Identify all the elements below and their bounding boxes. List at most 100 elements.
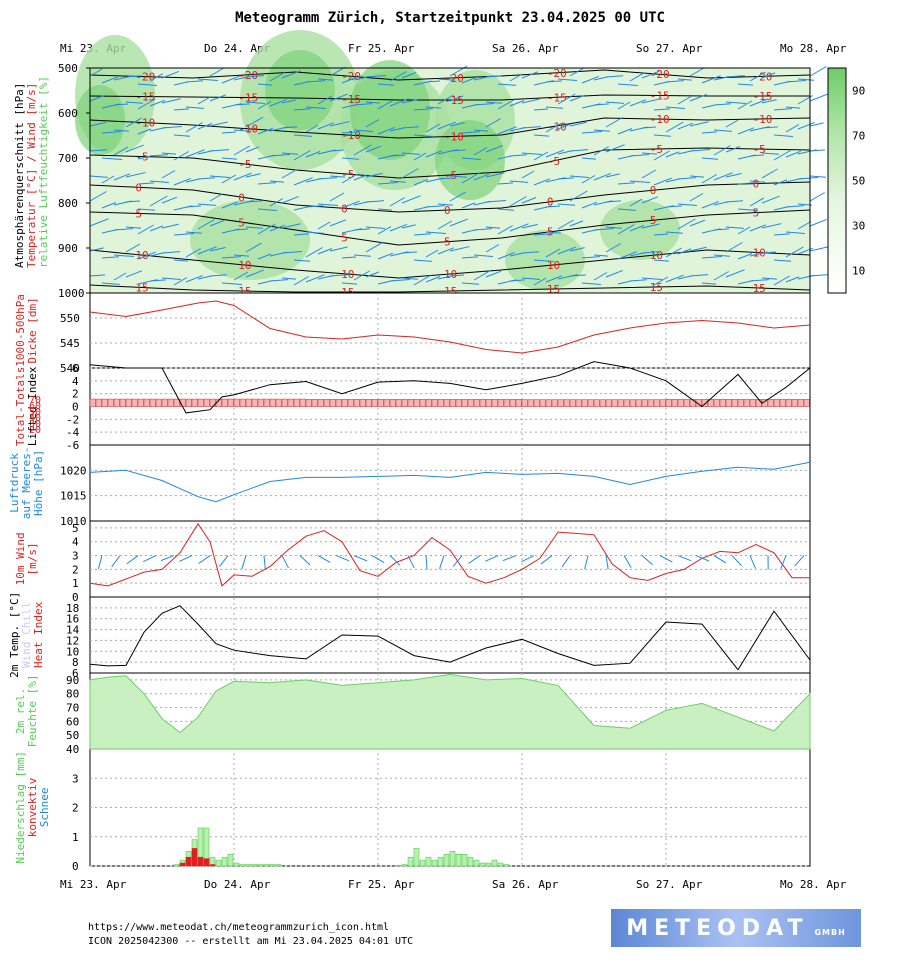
meteodat-logo[interactable]: METEODAT GMBH — [611, 909, 861, 947]
wind-arrow — [773, 275, 790, 286]
wind-arrow — [461, 76, 478, 84]
wind-arrow — [137, 224, 154, 235]
total-totals-bar — [335, 399, 342, 407]
wind-arrow — [365, 101, 380, 104]
wind-arrow — [677, 96, 692, 105]
wind-arrow — [197, 123, 213, 130]
total-totals-bar — [539, 399, 546, 407]
total-totals-bar — [323, 399, 330, 407]
wind-arrow — [533, 178, 551, 186]
wind-arrow — [521, 251, 539, 254]
precip-bar — [473, 859, 480, 867]
wind-arrow — [509, 180, 528, 183]
wind-arrow — [449, 149, 466, 152]
wind-arrow — [689, 246, 707, 252]
wind-arrow — [653, 108, 670, 111]
wind-direction-arrow — [641, 555, 653, 566]
wind-arrow — [581, 131, 602, 134]
wind-arrow — [809, 274, 830, 277]
wind-arrow — [209, 149, 229, 152]
footer-url[interactable]: https://www.meteodat.ch/meteogrammzurich… — [88, 922, 390, 933]
wind-arrow — [569, 190, 588, 202]
wind-arrow — [677, 177, 696, 180]
wind-arrow — [761, 223, 782, 229]
wind-arrow — [545, 122, 562, 133]
axis-label: relative Luftfeuchtigkeit [%] — [37, 76, 50, 268]
day-label-bottom: Do 24. Apr — [204, 878, 271, 891]
wind-arrow — [137, 98, 156, 110]
wind-arrow — [809, 93, 829, 102]
wind-arrow — [377, 208, 392, 211]
wind-arrow — [809, 246, 829, 252]
wind-arrow — [401, 251, 417, 254]
axis-label: auf Meeres- — [20, 446, 33, 519]
precip-bar — [503, 864, 510, 867]
total-totals-bar — [563, 399, 570, 407]
wind-arrow — [353, 103, 372, 106]
total-totals-bar — [677, 399, 684, 407]
isotherm-label: 0 — [444, 204, 451, 217]
wind-arrow — [593, 254, 608, 257]
total-totals-bar — [143, 398, 150, 407]
wind-arrow — [773, 179, 788, 186]
total-totals-bar — [623, 399, 630, 407]
wind-arrow — [581, 201, 598, 209]
wind-arrow — [161, 277, 181, 280]
wind-arrow — [329, 246, 348, 252]
total-totals-bar — [305, 399, 312, 407]
wind-direction-arrow — [126, 555, 139, 565]
wind-arrow — [689, 193, 704, 202]
wind-arrow — [461, 202, 476, 209]
colorbar-tick: 10 — [852, 265, 865, 278]
isotherm-label: 0 — [341, 203, 348, 216]
wind-arrow — [257, 208, 277, 211]
wind-arrow — [545, 205, 560, 208]
wind-arrow — [341, 157, 359, 160]
wind-arrow — [725, 269, 745, 278]
wind-arrow — [761, 99, 777, 104]
isotherm-label: -15 — [238, 92, 258, 105]
wind-arrow — [113, 254, 134, 258]
day-label-top: Fr 25. Apr — [348, 42, 415, 55]
total-totals-bar — [377, 399, 384, 407]
wind-arrow — [377, 252, 394, 260]
day-label-top: Sa 26. Apr — [492, 42, 559, 55]
y-tick: 12 — [66, 634, 79, 647]
wind-direction-arrow — [502, 555, 517, 562]
wind-arrow — [389, 154, 405, 157]
wind-arrow — [473, 228, 492, 231]
wind-arrow — [485, 270, 502, 278]
total-totals-bar — [527, 399, 534, 407]
wind-arrow — [509, 154, 527, 157]
tt-scale-tick: 30 — [29, 419, 41, 430]
wind-arrow — [245, 269, 264, 278]
isotherm-label: -10 — [650, 113, 670, 126]
wind-arrow — [425, 80, 440, 83]
wind-arrow — [713, 145, 731, 156]
wind-arrow — [365, 172, 383, 178]
total-totals-bar — [731, 399, 738, 407]
precip-bar — [491, 859, 498, 867]
wind-arrow — [809, 175, 826, 178]
isotherm-label: 0 — [135, 182, 142, 195]
y-tick: 14 — [66, 624, 80, 637]
wind-arrow — [209, 121, 228, 127]
wind-arrow — [641, 277, 662, 281]
wind-arrow — [293, 134, 312, 137]
wind-arrow — [641, 98, 662, 104]
wind-direction-arrow — [218, 555, 229, 567]
colorbar — [827, 67, 847, 294]
day-label-bottom: Mi 23. Apr — [60, 878, 127, 891]
precip-bar — [431, 859, 438, 867]
y-tick: 0 — [72, 860, 79, 873]
wind-arrow — [341, 200, 360, 209]
total-totals-bar — [125, 398, 132, 407]
wind-arrow — [209, 274, 227, 277]
total-totals-bar — [467, 399, 474, 407]
wind-arrow — [209, 67, 225, 77]
wind-arrow — [209, 220, 225, 227]
wind-direction-arrow — [389, 555, 401, 566]
axis-label: Atmosphärenquerschnitt [hPa] — [13, 83, 26, 268]
total-totals-bar — [287, 398, 294, 407]
isotherm-label: -5 — [547, 155, 560, 168]
